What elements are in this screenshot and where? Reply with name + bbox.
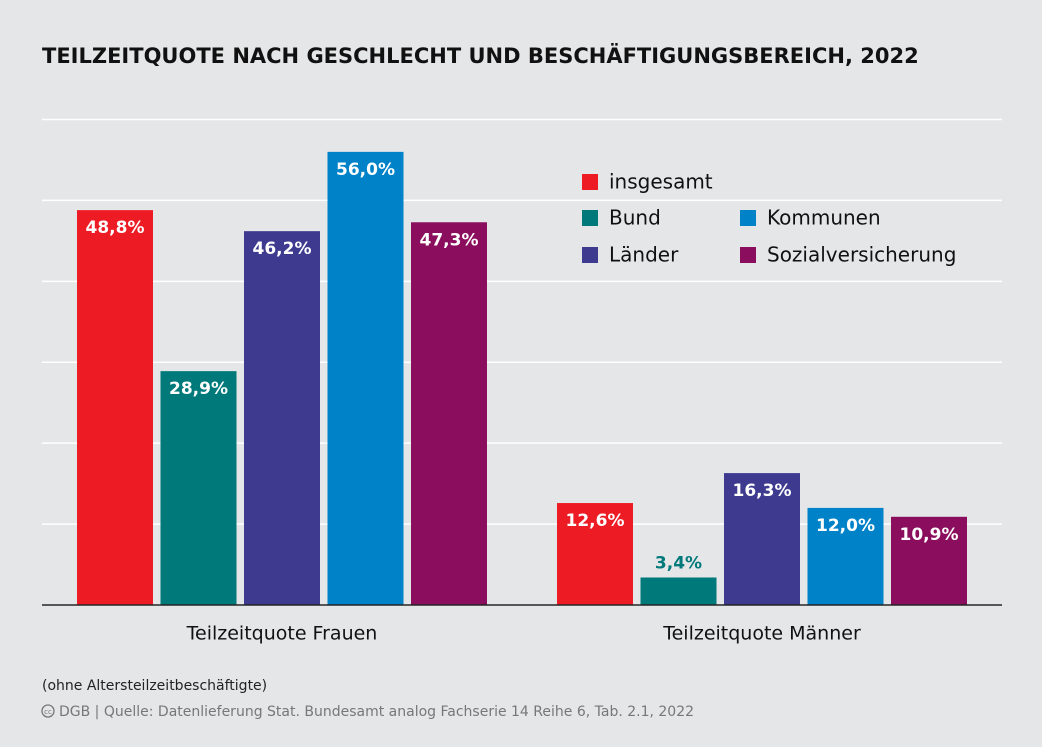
bar xyxy=(557,503,633,605)
bar xyxy=(891,516,967,605)
legend-label: Bund xyxy=(609,206,661,230)
bar xyxy=(327,151,404,605)
legend-label: insgesamt xyxy=(609,170,713,194)
legend-label: Kommunen xyxy=(767,206,881,230)
value-label: 10,9% xyxy=(900,525,959,545)
legend-swatch xyxy=(582,210,598,226)
bar xyxy=(160,371,237,605)
svg-text:cc: cc xyxy=(44,708,52,716)
cc-icon: cc xyxy=(41,704,55,718)
value-label: 47,3% xyxy=(420,230,479,250)
value-label: 3,4% xyxy=(655,553,702,573)
bar xyxy=(77,210,153,606)
note: (ohne Altersteilzeitbeschäftigte) xyxy=(42,678,267,694)
legend-swatch xyxy=(740,247,756,263)
value-label: 28,9% xyxy=(169,379,228,399)
value-label: 48,8% xyxy=(86,218,145,238)
legend-swatch xyxy=(740,210,756,226)
legend-swatch xyxy=(582,174,598,190)
legend-label: Sozialversicherung xyxy=(767,243,956,267)
value-label: 16,3% xyxy=(733,481,792,501)
legend-label: Länder xyxy=(609,243,679,267)
source: DGB | Quelle: Datenlieferung Stat. Bunde… xyxy=(59,704,694,720)
x-tick-label: Teilzeitquote Männer xyxy=(662,623,861,645)
x-tick-label: Teilzeitquote Frauen xyxy=(186,623,378,645)
legend-swatch xyxy=(582,247,598,263)
value-label: 12,0% xyxy=(816,516,875,536)
chart-title: TEILZEITQUOTE NACH GESCHLECHT UND BESCHÄ… xyxy=(42,43,919,68)
bar xyxy=(244,231,320,606)
bar xyxy=(724,473,800,605)
value-label: 46,2% xyxy=(253,239,312,259)
value-label: 12,6% xyxy=(566,511,625,531)
value-label: 56,0% xyxy=(336,160,395,180)
bar xyxy=(640,577,717,605)
bar xyxy=(807,507,884,605)
bar xyxy=(411,222,487,605)
